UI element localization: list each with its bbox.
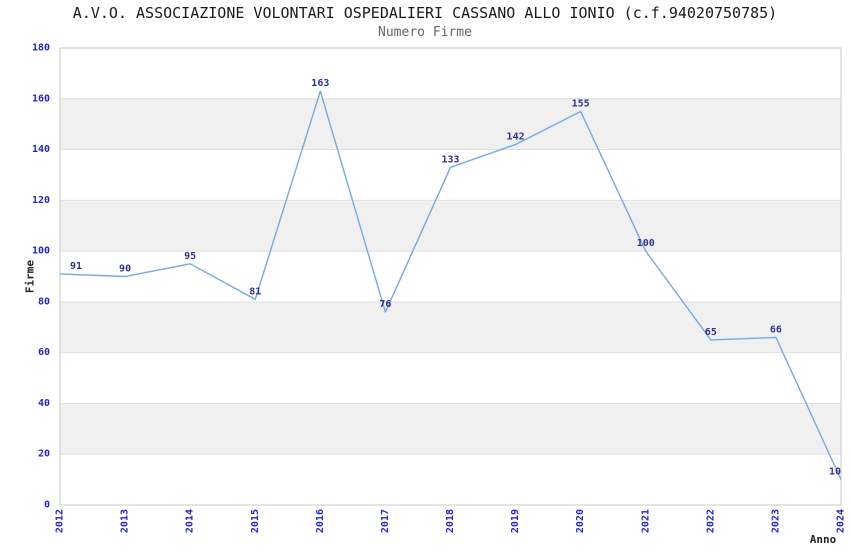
data-label: 100 <box>637 238 655 249</box>
plot-band <box>60 403 841 455</box>
y-tick-label: 140 <box>32 144 50 155</box>
x-tick-label: 2024 <box>836 509 847 533</box>
x-tick-label: 2012 <box>55 509 66 533</box>
plot-border <box>59 47 842 506</box>
x-tick-label: 2019 <box>510 509 521 533</box>
x-tick-label: 2018 <box>445 509 456 533</box>
x-tick-label: 2021 <box>640 509 651 533</box>
data-label: 65 <box>705 327 717 338</box>
data-label: 81 <box>249 286 261 297</box>
plot-band <box>60 301 841 353</box>
y-tick-label: 100 <box>32 246 50 257</box>
data-label: 142 <box>507 131 525 142</box>
data-label: 66 <box>770 324 782 335</box>
x-tick-label: 2016 <box>315 509 326 533</box>
y-tick-label: 160 <box>32 93 50 104</box>
data-label: 155 <box>572 98 590 109</box>
data-label: 10 <box>829 467 841 478</box>
data-label: 91 <box>70 261 82 272</box>
y-tick-label: 20 <box>38 449 50 460</box>
x-axis-title: Anno <box>810 533 837 546</box>
data-label: 163 <box>311 78 329 89</box>
data-label: 76 <box>379 299 391 310</box>
x-tick-label: 2022 <box>705 509 716 533</box>
y-tick-label: 0 <box>44 500 50 511</box>
y-axis-title: Firme <box>24 260 37 293</box>
x-tick-label: 2020 <box>575 509 586 533</box>
y-tick-label: 180 <box>32 43 50 54</box>
plot-band <box>60 200 841 252</box>
y-tick-label: 120 <box>32 195 50 206</box>
x-tick-label: 2013 <box>120 509 131 533</box>
chart-subtitle: Numero Firme <box>378 25 472 40</box>
x-tick-label: 2023 <box>770 509 781 533</box>
plot-band <box>60 98 841 150</box>
x-tick-label: 2014 <box>185 509 196 533</box>
data-label: 95 <box>184 251 196 262</box>
y-tick-label: 40 <box>38 398 50 409</box>
series-line <box>59 90 842 480</box>
y-tick-label: 60 <box>38 347 50 358</box>
chart-title: A.V.O. ASSOCIAZIONE VOLONTARI OSPEDALIER… <box>72 4 778 22</box>
x-tick-label: 2017 <box>380 509 391 533</box>
y-tick-label: 80 <box>38 296 50 307</box>
data-label: 133 <box>441 154 459 165</box>
x-tick-label: 2015 <box>250 509 261 533</box>
data-label: 90 <box>119 264 131 275</box>
